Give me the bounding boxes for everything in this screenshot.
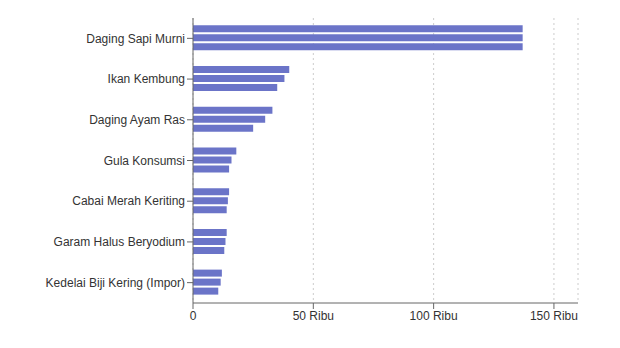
svg-text:100 Ribu: 100 Ribu <box>410 309 458 323</box>
svg-text:150 Ribu: 150 Ribu <box>530 309 578 323</box>
svg-text:Daging Ayam Ras: Daging Ayam Ras <box>89 113 185 127</box>
svg-text:Ikan Kembung: Ikan Kembung <box>108 72 185 86</box>
svg-text:Gula Konsumsi: Gula Konsumsi <box>104 154 185 168</box>
svg-text:Daging Sapi Murni: Daging Sapi Murni <box>86 32 185 46</box>
svg-text:Kedelai Biji Kering (Impor): Kedelai Biji Kering (Impor) <box>46 276 185 290</box>
svg-text:Cabai Merah Keriting: Cabai Merah Keriting <box>72 194 185 208</box>
svg-text:50 Ribu: 50 Ribu <box>293 309 334 323</box>
svg-text:Garam Halus Beryodium: Garam Halus Beryodium <box>54 235 185 249</box>
svg-text:0: 0 <box>190 309 197 323</box>
